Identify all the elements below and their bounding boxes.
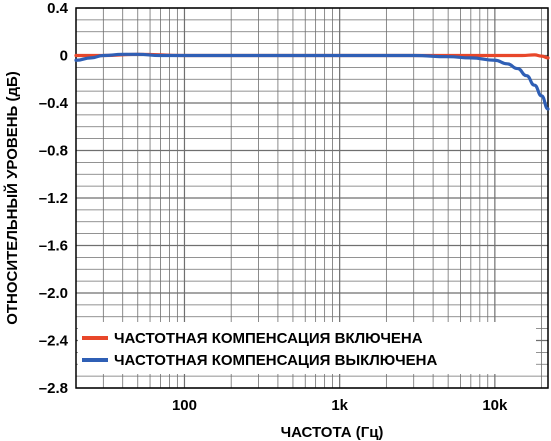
- x-axis-label: ЧАСТОТА (Гц): [281, 424, 384, 441]
- y-tick-labels: 0.4 0 –0.4 –0.8 –1.2 –1.6 –2.0 –2.4 –2.8: [39, 0, 69, 397]
- legend: ЧАСТОТНАЯ КОМПЕНСАЦИЯ ВКЛЮЧЕНА ЧАСТОТНАЯ …: [78, 322, 536, 374]
- x-tick-labels: 100 1k 10k: [172, 397, 508, 414]
- series-layer: [74, 52, 550, 111]
- y-tick-label: 0.4: [47, 0, 69, 17]
- legend-label-2: ЧАСТОТНАЯ КОМПЕНСАЦИЯ ВЫКЛЮЧЕНА: [114, 352, 437, 369]
- y-tick-label: 0: [60, 48, 68, 65]
- y-tick-label: –2.0: [39, 285, 68, 302]
- y-axis-label: ОТНОСИТЕЛЬНЫЙ УРОВЕНЬ (дБ): [3, 71, 21, 325]
- y-tick-label: –0.4: [39, 95, 69, 112]
- y-tick-label: –1.6: [39, 238, 68, 255]
- y-tick-label: –2.8: [39, 380, 68, 397]
- x-tick-label: 1k: [331, 397, 348, 414]
- y-tick-label: –0.8: [39, 143, 68, 160]
- plot-frame: [75, 7, 549, 389]
- y-tick-label: –1.2: [39, 190, 68, 207]
- legend-label-1: ЧАСТОТНАЯ КОМПЕНСАЦИЯ ВКЛЮЧЕНА: [114, 330, 423, 347]
- series-line-2: [74, 52, 550, 111]
- legend-background: [78, 322, 536, 374]
- x-tick-label: 100: [172, 397, 197, 414]
- y-tick-label: –2.4: [39, 333, 69, 350]
- x-tick-label: 10k: [482, 397, 508, 414]
